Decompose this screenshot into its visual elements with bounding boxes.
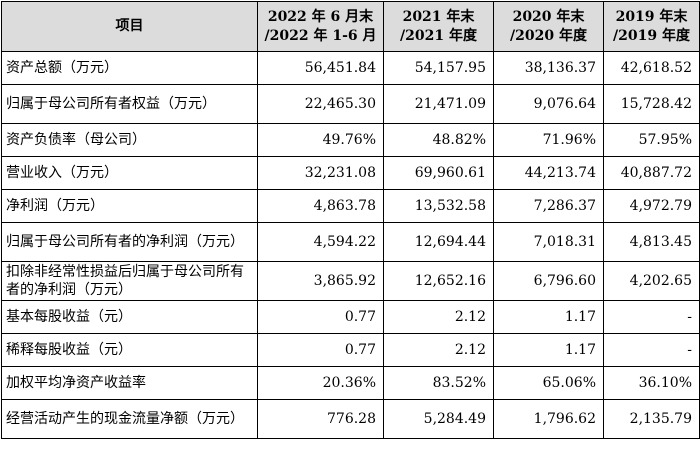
table-row: 净利润（万元） 4,863.78 13,532.58 7,286.37 4,972.79 — [1, 189, 700, 223]
value-cell: 49.76% — [257, 123, 384, 157]
row-label: 归属于母公司所有者权益（万元） — [1, 84, 258, 124]
row-label: 扣除非经常性损益后归属于母公司所有者的净利润（万元） — [1, 261, 258, 301]
table-row: 加权平均净资产收益率 20.36% 83.52% 65.06% 36.10% — [1, 366, 700, 400]
header-2020: 2020 年末 /2020 年度 — [493, 1, 604, 52]
value-cell: 32,231.08 — [257, 156, 384, 190]
table-row: 归属于母公司所有者权益（万元） 22,465.30 21,471.09 9,076.6… — [1, 84, 700, 124]
row-label: 稀释每股收益（元） — [1, 333, 258, 367]
value-cell: 15,728.42 — [603, 84, 700, 124]
value-cell: 57.95% — [603, 123, 700, 157]
value-cell: 4,863.78 — [257, 189, 384, 223]
table-row: 基本每股收益（元） 0.77 2.12 1.17- — [1, 300, 700, 334]
value-cell: 22,465.30 — [257, 84, 384, 124]
value-cell: 83.52% — [383, 366, 494, 400]
value-cell: 1.17 — [493, 333, 604, 367]
table-row: 营业收入（万元） 32,231.08 69,960.61 44,213.74 40,88… — [1, 156, 700, 190]
value-cell: 2,135.79 — [603, 399, 700, 439]
table-row: 扣除非经常性损益后归属于母公司所有者的净利润（万元） 3,865.92 12,652… — [1, 261, 700, 301]
value-cell: 7,018.31 — [493, 222, 604, 262]
header-2019: 2019 年末 /2019 年度 — [603, 1, 700, 52]
value-cell: 12,694.44 — [383, 222, 494, 262]
value-cell: 44,213.74 — [493, 156, 604, 190]
table-header: 项目 2022 年 6 月末 /2022 年 1-6 月 2021 年末 /2021… — [1, 1, 700, 52]
row-label: 资产负债率（母公司） — [1, 123, 258, 157]
value-cell: 21,471.09 — [383, 84, 494, 124]
value-cell: 20.36% — [257, 366, 384, 400]
table-body: 资产总额（万元） 56,451.84 54,157.95 38,136.37 42,61… — [1, 51, 700, 439]
row-label: 归属于母公司所有者的净利润（万元） — [1, 222, 258, 262]
value-cell: 0.77 — [257, 300, 384, 334]
value-cell: - — [603, 300, 700, 334]
value-cell: 65.06% — [493, 366, 604, 400]
value-cell: 1.17 — [493, 300, 604, 334]
table-row: 资产总额（万元） 56,451.84 54,157.95 38,136.37 42,61… — [1, 51, 700, 85]
value-cell: 48.82% — [383, 123, 494, 157]
header-2021: 2021 年末 /2021 年度 — [383, 1, 494, 52]
financial-summary-table: 项目 2022 年 6 月末 /2022 年 1-6 月 2021 年末 /2021… — [1, 1, 700, 439]
value-cell: 54,157.95 — [383, 51, 494, 85]
row-label: 基本每股收益（元） — [1, 300, 258, 334]
header-row: 项目 2022 年 6 月末 /2022 年 1-6 月 2021 年末 /2021… — [1, 1, 700, 52]
value-cell: 4,594.22 — [257, 222, 384, 262]
value-cell: 0.77 — [257, 333, 384, 367]
value-cell: 71.96% — [493, 123, 604, 157]
table-row: 资产负债率（母公司） 49.76% 48.82% 71.96% 57.95% — [1, 123, 700, 157]
value-cell: 4,813.45 — [603, 222, 700, 262]
value-cell: 2.12 — [383, 300, 494, 334]
value-cell: 4,972.79 — [603, 189, 700, 223]
value-cell: 1,796.62 — [493, 399, 604, 439]
value-cell: 38,136.37 — [493, 51, 604, 85]
value-cell: 56,451.84 — [257, 51, 384, 85]
table-row: 稀释每股收益（元） 0.77 2.12 1.17- — [1, 333, 700, 367]
value-cell: 776.28 — [257, 399, 384, 439]
value-cell: 6,796.60 — [493, 261, 604, 301]
value-cell: - — [603, 333, 700, 367]
value-cell: 4,202.65 — [603, 261, 700, 301]
value-cell: 3,865.92 — [257, 261, 384, 301]
value-cell: 12,652.16 — [383, 261, 494, 301]
value-cell: 5,284.49 — [383, 399, 494, 439]
value-cell: 7,286.37 — [493, 189, 604, 223]
value-cell: 36.10% — [603, 366, 700, 400]
value-cell: 13,532.58 — [383, 189, 494, 223]
row-label: 资产总额（万元） — [1, 51, 258, 85]
header-2022h1: 2022 年 6 月末 /2022 年 1-6 月 — [257, 1, 384, 52]
row-label: 营业收入（万元） — [1, 156, 258, 190]
row-label: 加权平均净资产收益率 — [1, 366, 258, 400]
value-cell: 9,076.64 — [493, 84, 604, 124]
row-label: 净利润（万元） — [1, 189, 258, 223]
table-row: 归属于母公司所有者的净利润（万元） 4,594.22 12,694.44 7,018.… — [1, 222, 700, 262]
header-item: 项目 — [1, 1, 258, 52]
value-cell: 69,960.61 — [383, 156, 494, 190]
value-cell: 2.12 — [383, 333, 494, 367]
value-cell: 40,887.72 — [603, 156, 700, 190]
table-row: 经营活动产生的现金流量净额（万元） 776.28 5,284.49 1,796.62 2… — [1, 399, 700, 439]
row-label: 经营活动产生的现金流量净额（万元） — [1, 399, 258, 439]
value-cell: 42,618.52 — [603, 51, 700, 85]
